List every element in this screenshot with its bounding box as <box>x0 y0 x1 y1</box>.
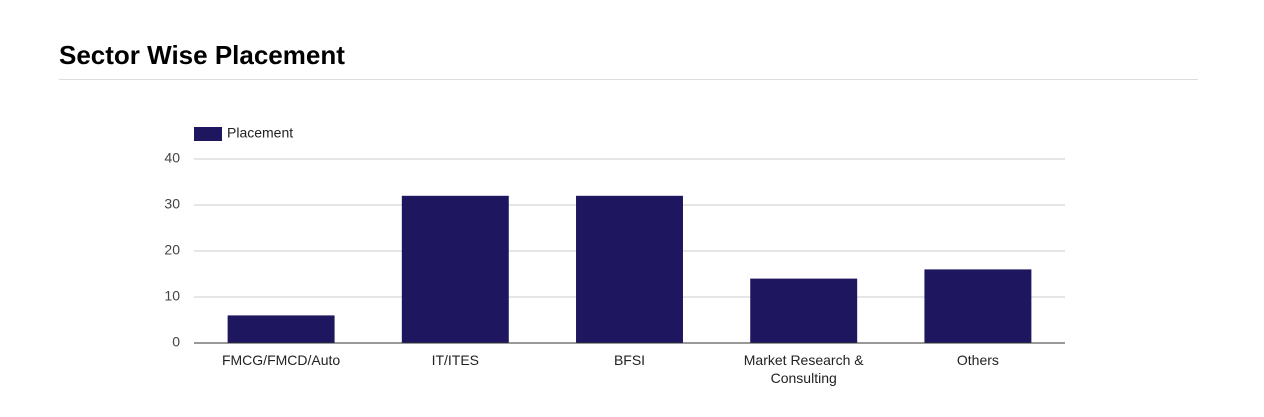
y-tick-label: 40 <box>164 150 180 166</box>
x-tick-label: Others <box>956 352 999 368</box>
bar <box>227 315 335 343</box>
bar <box>924 269 1032 343</box>
bar <box>401 195 509 343</box>
x-tick-label: Market Research & Consulting <box>743 352 864 386</box>
y-tick-label: 30 <box>164 196 180 212</box>
x-tick-label: FMCG/FMCD/Auto <box>221 352 341 368</box>
legend-swatch <box>194 127 222 141</box>
bar <box>576 195 683 343</box>
y-tick-label: 20 <box>164 242 180 258</box>
chart-title: Sector Wise Placement <box>59 40 345 70</box>
bar <box>750 278 858 343</box>
title-rule <box>59 79 1198 80</box>
x-tick-label: IT/ITES <box>431 352 480 368</box>
legend-label: Placement <box>227 125 293 141</box>
y-tick-label: 0 <box>172 334 180 350</box>
y-tick-label: 10 <box>164 288 180 304</box>
x-tick-label: BFSI <box>613 352 646 368</box>
